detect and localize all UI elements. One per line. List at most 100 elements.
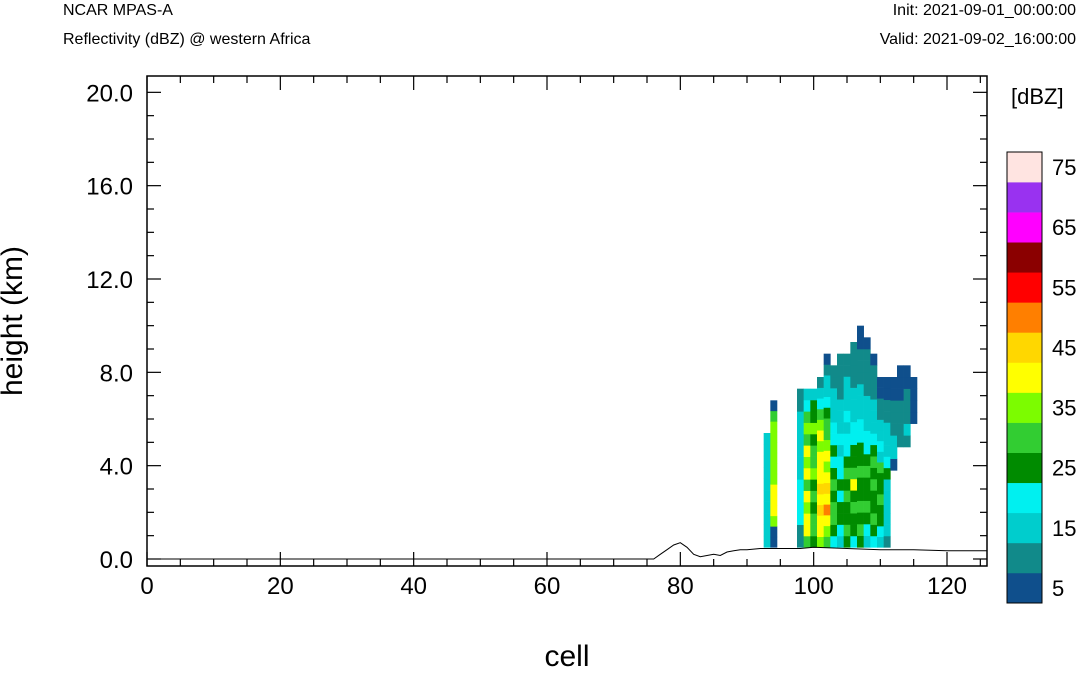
reflectivity-cell <box>863 477 871 490</box>
reflectivity-cell <box>857 395 864 408</box>
reflectivity-cell <box>823 504 831 516</box>
reflectivity-cell <box>870 478 878 491</box>
reflectivity-cell <box>823 536 831 548</box>
colorbar-swatch <box>1007 542 1042 574</box>
reflectivity-cell <box>817 494 824 506</box>
reflectivity-cell <box>870 513 878 525</box>
reflectivity-cell <box>883 513 891 525</box>
reflectivity-cell <box>870 490 878 503</box>
reflectivity-cell <box>877 408 884 420</box>
reflectivity-cell <box>803 445 811 457</box>
reflectivity-cell <box>797 388 804 412</box>
reflectivity-cell <box>863 349 871 361</box>
reflectivity-cell <box>810 434 818 446</box>
y-tick-labels: 0.0 4.0 8.0 12.0 16.0 20.0 <box>86 80 133 574</box>
reflectivity-cell <box>903 400 911 413</box>
reflectivity-cell <box>883 501 891 514</box>
y-axis-title: height (km) <box>0 246 29 396</box>
reflectivity-cell <box>850 387 858 400</box>
reflectivity-cell <box>803 388 811 401</box>
reflectivity-cell <box>890 435 898 448</box>
reflectivity-cell <box>803 502 811 514</box>
reflectivity-cell <box>803 513 811 525</box>
reflectivity-cell <box>850 490 858 503</box>
reflectivity-cell <box>877 536 884 548</box>
reflectivity-cell <box>863 360 871 373</box>
x-tick-label: 80 <box>667 573 694 600</box>
reflectivity-cell <box>883 433 891 446</box>
reflectivity-cell <box>830 467 838 480</box>
axis-ticks <box>146 76 987 566</box>
reflectivity-cell <box>770 452 778 464</box>
reflectivity-cell <box>843 456 851 468</box>
reflectivity-cell <box>830 479 838 491</box>
reflectivity-cell <box>863 500 871 513</box>
reflectivity-cell <box>810 445 818 457</box>
reflectivity-cell <box>883 411 891 423</box>
reflectivity-cell <box>897 365 904 378</box>
reflectivity-cell <box>850 433 858 445</box>
reflectivity-cell <box>903 365 911 378</box>
colorbar-tick-label: 25 <box>1052 456 1076 481</box>
reflectivity-cell <box>857 465 864 478</box>
reflectivity-cell <box>830 388 838 400</box>
x-tick-labels: 0 20 40 60 80 100 120 <box>140 573 967 600</box>
reflectivity-cell <box>877 398 884 410</box>
reflectivity-cell <box>817 430 824 442</box>
reflectivity-cell <box>830 501 838 514</box>
reflectivity-cell <box>903 388 911 401</box>
reflectivity-cell <box>843 444 851 457</box>
reflectivity-cell <box>857 407 864 420</box>
reflectivity-cell <box>870 422 878 434</box>
reflectivity-cell <box>763 490 771 502</box>
reflectivity-cell <box>837 490 844 503</box>
reflectivity-cell <box>823 407 831 419</box>
reflectivity-cell <box>837 399 844 411</box>
reflectivity-cell <box>863 489 871 501</box>
reflectivity-cell <box>803 524 811 537</box>
reflectivity-cell <box>857 489 864 501</box>
reflectivity-cell <box>890 458 898 471</box>
reflectivity-cell <box>803 536 811 548</box>
reflectivity-cell <box>837 387 844 400</box>
reflectivity-cell <box>770 442 778 454</box>
reflectivity-cell <box>863 372 871 385</box>
reflectivity-cell <box>770 536 778 548</box>
reflectivity-cell <box>763 478 771 491</box>
valid-time: Valid: 2021-09-02_16:00:00 <box>879 31 1076 48</box>
reflectivity-cell <box>903 377 911 389</box>
reflectivity-cell <box>763 455 771 468</box>
reflectivity-cell <box>837 444 844 457</box>
reflectivity-cell <box>810 400 818 412</box>
colorbar-swatch <box>1007 572 1042 604</box>
reflectivity-cell <box>857 430 864 443</box>
reflectivity-cell <box>857 325 864 338</box>
reflectivity-cell <box>870 365 878 377</box>
reflectivity-cell <box>910 377 918 389</box>
reflectivity-cell <box>877 451 884 463</box>
reflectivity-cell <box>883 490 891 503</box>
reflectivity-cell <box>797 502 804 525</box>
reflectivity-cell <box>823 472 831 484</box>
reflectivity-cell <box>770 410 778 422</box>
reflectivity-cell <box>837 513 844 525</box>
colorbar-swatch <box>1007 512 1042 544</box>
colorbar-swatch <box>1007 272 1042 303</box>
reflectivity-cell <box>770 463 778 475</box>
reflectivity-cell <box>890 400 898 413</box>
reflectivity-cell <box>817 451 824 463</box>
reflectivity-cell <box>870 387 878 400</box>
reflectivity-cell <box>843 376 851 389</box>
reflectivity-cell <box>797 479 804 503</box>
reflectivity-cell <box>897 435 904 448</box>
reflectivity-cell <box>877 440 884 452</box>
reflectivity-cell <box>810 513 818 525</box>
reflectivity-cell <box>870 376 878 389</box>
reflectivity-cell <box>877 377 884 388</box>
colorbar-swatch <box>1007 422 1042 453</box>
colorbar-swatch <box>1007 392 1042 423</box>
reflectivity-cell <box>877 430 884 442</box>
reflectivity-cell <box>837 422 844 434</box>
reflectivity-cell <box>850 513 858 525</box>
reflectivity-cell <box>890 388 898 401</box>
